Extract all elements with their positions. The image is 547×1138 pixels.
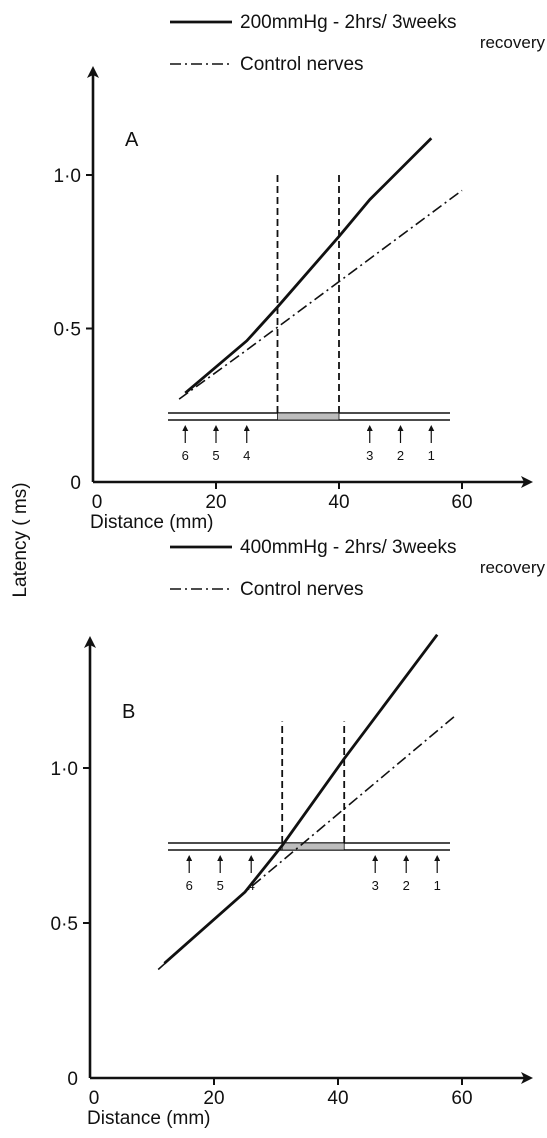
panel-b: 0 20 40 60 0 0·5 1·0 Distance (mm) B 400mmHg - 2h… [51,537,546,1129]
electrode-label: 2 [403,878,410,893]
y-tick-label: 0 [67,1069,78,1090]
series-line-compressed [163,633,439,965]
legend-label: Control nerves [240,54,364,75]
electrode-label: 6 [182,448,189,463]
x-tick-label: 20 [203,1088,224,1109]
x-tick-label: 60 [451,492,472,513]
y-tick-label: 1·0 [51,759,78,780]
electrode-label: 1 [434,878,441,893]
x-tick-label: 20 [205,492,226,513]
electrode-label: 4 [243,448,250,463]
x-tick-label: 0 [89,1088,100,1109]
compression-cuff [277,412,340,421]
electrode-label: 5 [212,448,219,463]
electrode-label: 1 [428,448,435,463]
series-line-compressed [184,137,433,395]
series-line-control [157,714,457,971]
x-axis-label: Distance (mm) [87,1108,211,1129]
x-tick-label: 40 [328,492,349,513]
legend-sublabel: recovery [480,33,546,52]
x-tick-label: 60 [451,1088,472,1109]
series-line-control [178,189,463,400]
legend-label: 400mmHg - 2hrs/ 3weeks [240,537,456,558]
compression-cuff [281,842,345,851]
panel-a: 0 20 40 60 0 0·5 1·0 Distance (mm) A 200mmHg - 2h… [54,12,546,533]
x-tick-label: 40 [327,1088,348,1109]
panel-label: B [122,701,135,723]
electrode-label: 6 [186,878,193,893]
legend-label: 200mmHg - 2hrs/ 3weeks [240,12,456,33]
x-axis-label: Distance (mm) [90,512,214,533]
y-tick-label: 1·0 [54,166,81,187]
panel-label: A [125,129,139,151]
electrode-label: 3 [366,448,373,463]
legend-sublabel: recovery [480,558,546,577]
x-tick-label: 0 [92,492,103,513]
electrode-label: 3 [372,878,379,893]
y-tick-label: 0·5 [51,914,78,935]
legend-label: Control nerves [240,579,364,600]
electrode-label: 2 [397,448,404,463]
y-axis-label: Latency ( ms) [10,482,31,597]
electrode-label: 5 [217,878,224,893]
y-tick-label: 0·5 [54,320,81,341]
y-tick-label: 0 [70,473,81,494]
